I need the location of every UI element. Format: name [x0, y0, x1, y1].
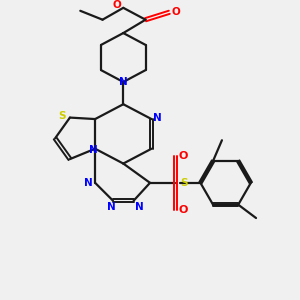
Text: O: O [112, 1, 121, 10]
Text: O: O [179, 205, 188, 214]
Text: N: N [107, 202, 116, 212]
Text: O: O [171, 7, 180, 17]
Text: N: N [89, 145, 98, 155]
Text: N: N [119, 77, 128, 87]
Text: S: S [59, 111, 66, 121]
Text: S: S [180, 178, 187, 188]
Text: N: N [84, 178, 93, 188]
Text: O: O [179, 151, 188, 161]
Text: N: N [135, 202, 143, 212]
Text: N: N [153, 112, 162, 123]
